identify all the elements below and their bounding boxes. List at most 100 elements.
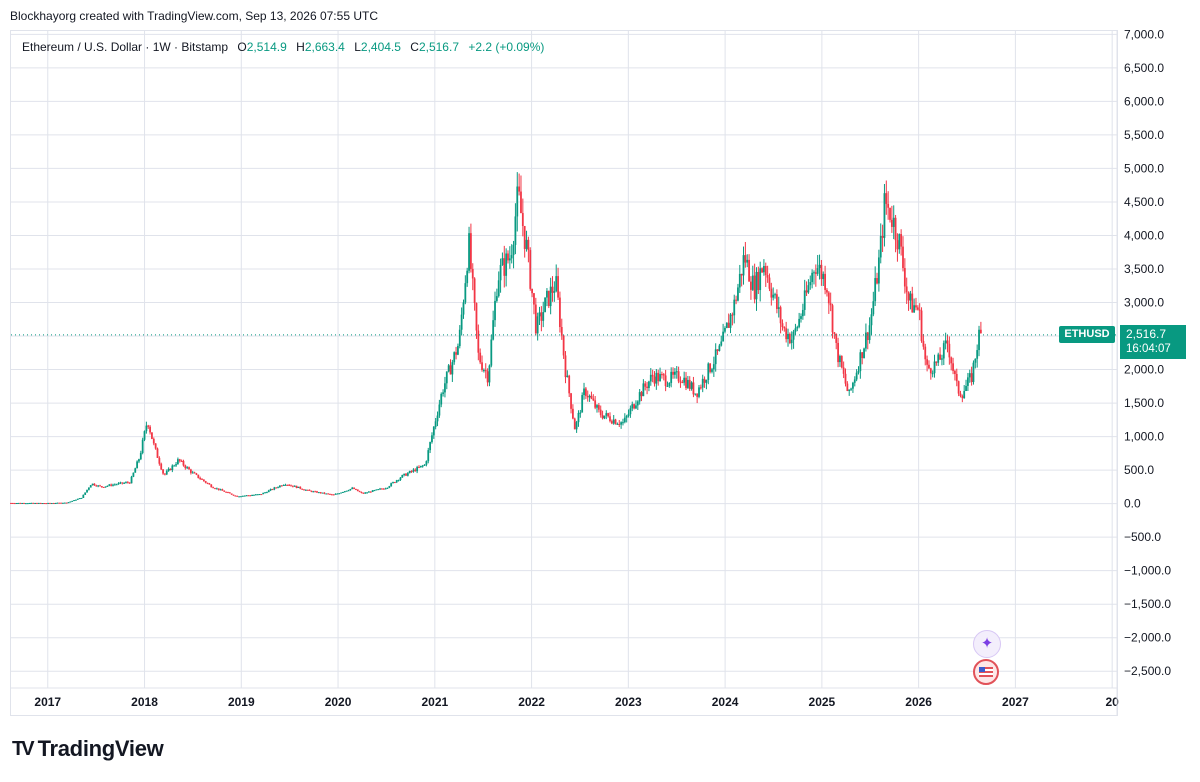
candle-body bbox=[913, 305, 916, 313]
x-tick-label: 2025 bbox=[809, 695, 836, 709]
candle-body bbox=[542, 312, 545, 321]
candle-body bbox=[831, 305, 834, 333]
candle-body bbox=[753, 275, 756, 300]
candle-body bbox=[195, 473, 198, 475]
candle-body bbox=[290, 485, 292, 487]
candle-body bbox=[87, 487, 90, 490]
candle-body bbox=[620, 422, 623, 425]
legend-open-label: O bbox=[237, 40, 247, 54]
candle-body bbox=[258, 494, 261, 496]
candle-body bbox=[89, 485, 92, 488]
candle-body bbox=[605, 413, 608, 416]
candle-body bbox=[796, 326, 799, 329]
candle-body bbox=[603, 415, 606, 419]
candle-body bbox=[494, 300, 496, 321]
candle-body bbox=[165, 471, 168, 475]
candle-body bbox=[746, 259, 749, 263]
legend-close-label: C bbox=[410, 40, 419, 54]
candle-body bbox=[271, 489, 274, 491]
candle-body bbox=[818, 264, 821, 269]
candle-body bbox=[655, 372, 658, 384]
candle-body bbox=[49, 502, 51, 504]
candle-body bbox=[783, 327, 786, 329]
y-tick-label: −500.0 bbox=[1124, 530, 1161, 544]
sparkle-assistant-icon[interactable]: ✦ bbox=[973, 630, 1001, 658]
candle-body bbox=[95, 485, 98, 487]
candle-body bbox=[699, 387, 702, 389]
candle-body bbox=[132, 472, 135, 477]
candle-body bbox=[482, 369, 485, 371]
candle-body bbox=[625, 415, 628, 418]
candle-body bbox=[212, 487, 215, 489]
candle-body bbox=[881, 235, 884, 238]
candle-body bbox=[321, 492, 324, 494]
candle-body bbox=[712, 364, 715, 370]
candle-body bbox=[599, 409, 602, 416]
candle-body bbox=[579, 412, 582, 414]
candle-body bbox=[701, 378, 704, 388]
candle-body bbox=[570, 393, 572, 409]
candle-body bbox=[156, 448, 159, 458]
candle-body bbox=[23, 502, 25, 504]
candle-body bbox=[803, 290, 806, 310]
candle-body bbox=[362, 492, 365, 494]
candle-body bbox=[907, 292, 910, 301]
y-tick-label: 1,500.0 bbox=[1124, 396, 1164, 410]
candle-body bbox=[45, 503, 48, 505]
candle-body bbox=[366, 492, 368, 494]
candle-body bbox=[622, 422, 624, 424]
candle-body bbox=[253, 494, 255, 496]
candle-body bbox=[145, 425, 148, 432]
legend-symbol[interactable]: Ethereum / U.S. Dollar · 1W · Bitstamp bbox=[22, 40, 229, 54]
candle-body bbox=[121, 482, 124, 484]
candle-body bbox=[39, 502, 42, 504]
candle-body bbox=[336, 493, 339, 495]
us-flag-icon[interactable] bbox=[973, 659, 999, 685]
candle-body bbox=[186, 467, 189, 469]
candle-body bbox=[612, 419, 615, 424]
candle-body bbox=[631, 404, 634, 409]
candle-body bbox=[32, 502, 35, 504]
candle-body bbox=[764, 266, 767, 276]
candle-body bbox=[965, 385, 967, 392]
x-tick-label: 2027 bbox=[1002, 695, 1029, 709]
candle-body bbox=[453, 352, 456, 363]
candle-body bbox=[223, 490, 226, 492]
candle-body bbox=[635, 405, 637, 409]
candle-body bbox=[460, 314, 463, 330]
candle-body bbox=[395, 480, 398, 483]
candle-body bbox=[399, 477, 402, 480]
candle-body bbox=[870, 314, 873, 326]
candle-body bbox=[19, 502, 22, 504]
candle-body bbox=[529, 250, 532, 289]
candle-body bbox=[247, 495, 250, 497]
candle-body bbox=[295, 485, 298, 488]
candle-body bbox=[677, 371, 680, 382]
legend-change: +2.2 (+0.09%) bbox=[468, 40, 545, 54]
candle-body bbox=[256, 494, 259, 496]
candle-body bbox=[653, 376, 656, 384]
candle-body bbox=[544, 297, 546, 313]
candle-body bbox=[959, 393, 962, 397]
candle-body bbox=[718, 345, 721, 351]
candle-body bbox=[781, 323, 784, 328]
candle-body bbox=[577, 412, 580, 423]
candle-body bbox=[661, 374, 663, 376]
candle-body bbox=[963, 391, 966, 399]
last-price-tag: 2,516.7 16:04:07 bbox=[1120, 325, 1186, 359]
candle-body bbox=[267, 490, 270, 493]
candle-body bbox=[944, 340, 947, 344]
candle-body bbox=[368, 491, 370, 493]
candle-body bbox=[757, 271, 760, 291]
candle-body bbox=[34, 502, 37, 504]
candle-body bbox=[966, 377, 969, 386]
x-tick-label: 2019 bbox=[228, 695, 255, 709]
candle-body bbox=[564, 355, 567, 378]
candle-body bbox=[392, 482, 394, 484]
candle-body bbox=[931, 373, 934, 375]
y-tick-label: 6,000.0 bbox=[1124, 94, 1164, 108]
candle-body bbox=[293, 485, 296, 487]
candle-body bbox=[26, 503, 29, 505]
candle-body bbox=[714, 349, 717, 365]
